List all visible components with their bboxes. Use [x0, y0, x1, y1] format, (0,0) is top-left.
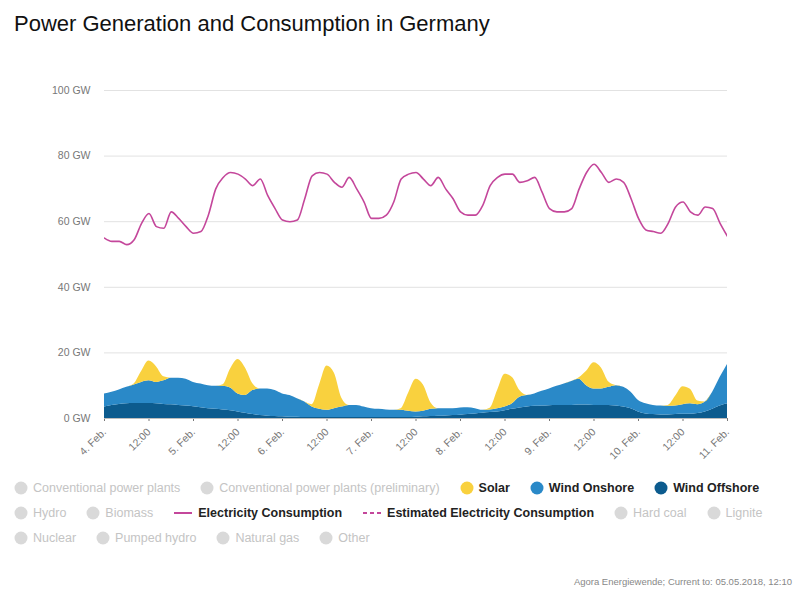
svg-text:12:00: 12:00: [126, 426, 153, 453]
html-text:Power Generation and Consumpti: Power Generation and Consumption in Germ…: [14, 11, 490, 36]
html-text:Electricity Consumption: Electricity Consumption: [198, 505, 343, 520]
html-text:Conventional power plants (pre: Conventional power plants (preliminary): [219, 480, 440, 495]
html-text:Wind Onshore: Wind Onshore: [548, 480, 635, 495]
svg-text:5. Feb.: 5. Feb.: [166, 426, 198, 458]
html-text:Natural gas: Natural gas: [235, 530, 300, 545]
html-text:Solar: Solar: [478, 480, 510, 495]
html-text:Other: Other: [338, 530, 370, 545]
html-text:Agora Energiewende; Current to: Agora Energiewende; Current to: 05.05.20…: [573, 576, 792, 587]
html-text:Wind Offshore: Wind Offshore: [673, 480, 760, 495]
svg-text:40 GW: 40 GW: [58, 281, 91, 293]
html-text:Nuclear: Nuclear: [33, 530, 77, 545]
svg-text:12:00: 12:00: [571, 426, 598, 453]
svg-text:11. Feb.: 11. Feb.: [696, 426, 731, 461]
svg-text:4. Feb.: 4. Feb.: [77, 426, 109, 458]
svg-text:12:00: 12:00: [215, 426, 242, 453]
svg-text:10. Feb.: 10. Feb.: [607, 426, 643, 462]
html-text:Estimated Electricity Consumpt: Estimated Electricity Consumption: [387, 505, 594, 520]
svg-text:0 GW: 0 GW: [64, 412, 91, 424]
svg-text:12:00: 12:00: [660, 426, 687, 453]
html-text:Lignite: Lignite: [725, 505, 763, 520]
svg-text:80 GW: 80 GW: [58, 149, 91, 161]
html-text:Hard coal: Hard coal: [633, 505, 687, 520]
svg-text:100 GW: 100 GW: [52, 84, 91, 96]
svg-text:12:00: 12:00: [393, 426, 420, 453]
svg-text:60 GW: 60 GW: [58, 215, 91, 227]
svg-text:9. Feb.: 9. Feb.: [522, 426, 554, 458]
svg-text:7. Feb.: 7. Feb.: [344, 426, 376, 458]
html-text:Conventional power plants: Conventional power plants: [33, 480, 181, 495]
svg-text:8. Feb.: 8. Feb.: [433, 426, 465, 458]
svg-text:12:00: 12:00: [482, 426, 509, 453]
html-text:Pumped hydro: Pumped hydro: [115, 530, 197, 545]
html-text:Biomass: Biomass: [105, 505, 154, 520]
svg-text:6. Feb.: 6. Feb.: [255, 426, 287, 458]
svg-text:20 GW: 20 GW: [58, 346, 91, 358]
html-text:Hydro: Hydro: [33, 505, 67, 520]
svg-text:12:00: 12:00: [304, 426, 331, 453]
